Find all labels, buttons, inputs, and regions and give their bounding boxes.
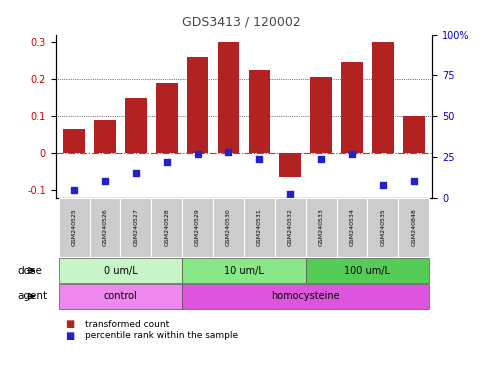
Bar <box>63 129 85 153</box>
Bar <box>398 198 429 257</box>
Text: 100 um/L: 100 um/L <box>344 265 390 276</box>
Text: percentile rank within the sample: percentile rank within the sample <box>85 331 238 340</box>
Point <box>379 182 387 188</box>
Bar <box>182 258 306 283</box>
Bar <box>337 198 368 257</box>
Text: GSM240530: GSM240530 <box>226 209 231 247</box>
Bar <box>151 198 182 257</box>
Text: 10 um/L: 10 um/L <box>224 265 264 276</box>
Point <box>163 159 170 165</box>
Text: ■: ■ <box>65 331 74 341</box>
Bar <box>187 57 208 153</box>
Bar <box>213 198 244 257</box>
Point <box>194 151 201 157</box>
Bar <box>120 198 151 257</box>
Point <box>348 151 356 157</box>
Bar <box>275 198 306 257</box>
Bar <box>306 198 337 257</box>
Bar <box>249 70 270 153</box>
Point <box>132 170 140 176</box>
Bar <box>403 116 425 153</box>
Point <box>256 156 263 162</box>
Text: ■: ■ <box>65 319 74 329</box>
Point <box>225 149 232 155</box>
Bar <box>244 198 275 257</box>
Bar <box>58 198 89 257</box>
Bar <box>182 198 213 257</box>
Point <box>410 178 418 185</box>
Bar <box>125 98 147 153</box>
Text: control: control <box>103 291 137 301</box>
Text: GSM240534: GSM240534 <box>350 209 355 247</box>
Bar <box>182 284 429 309</box>
Bar <box>280 153 301 177</box>
Text: GSM240532: GSM240532 <box>288 209 293 247</box>
Bar <box>89 198 120 257</box>
Point <box>101 178 109 185</box>
Text: transformed count: transformed count <box>85 319 169 329</box>
Point <box>286 191 294 197</box>
Bar <box>310 77 332 153</box>
Bar <box>156 83 178 153</box>
Text: agent: agent <box>17 291 47 301</box>
Text: GSM240531: GSM240531 <box>257 209 262 247</box>
Bar <box>306 258 429 283</box>
Point <box>317 156 325 162</box>
Text: 0 um/L: 0 um/L <box>103 265 137 276</box>
Point <box>70 187 78 193</box>
Text: GSM240529: GSM240529 <box>195 209 200 247</box>
Text: homocysteine: homocysteine <box>271 291 340 301</box>
Bar <box>372 42 394 153</box>
Text: GSM240526: GSM240526 <box>102 209 107 247</box>
Bar <box>94 120 116 153</box>
Bar <box>58 284 182 309</box>
Bar <box>368 198 398 257</box>
Text: GDS3413 / 120002: GDS3413 / 120002 <box>182 15 301 28</box>
Text: dose: dose <box>17 265 42 276</box>
Text: GSM240527: GSM240527 <box>133 209 138 247</box>
Text: GSM240533: GSM240533 <box>319 209 324 247</box>
Text: GSM240848: GSM240848 <box>411 209 416 247</box>
Text: GSM240528: GSM240528 <box>164 209 169 247</box>
Text: GSM240525: GSM240525 <box>71 209 77 247</box>
Bar <box>218 42 239 153</box>
Text: GSM240535: GSM240535 <box>381 209 385 247</box>
Bar <box>341 62 363 153</box>
Bar <box>58 258 182 283</box>
